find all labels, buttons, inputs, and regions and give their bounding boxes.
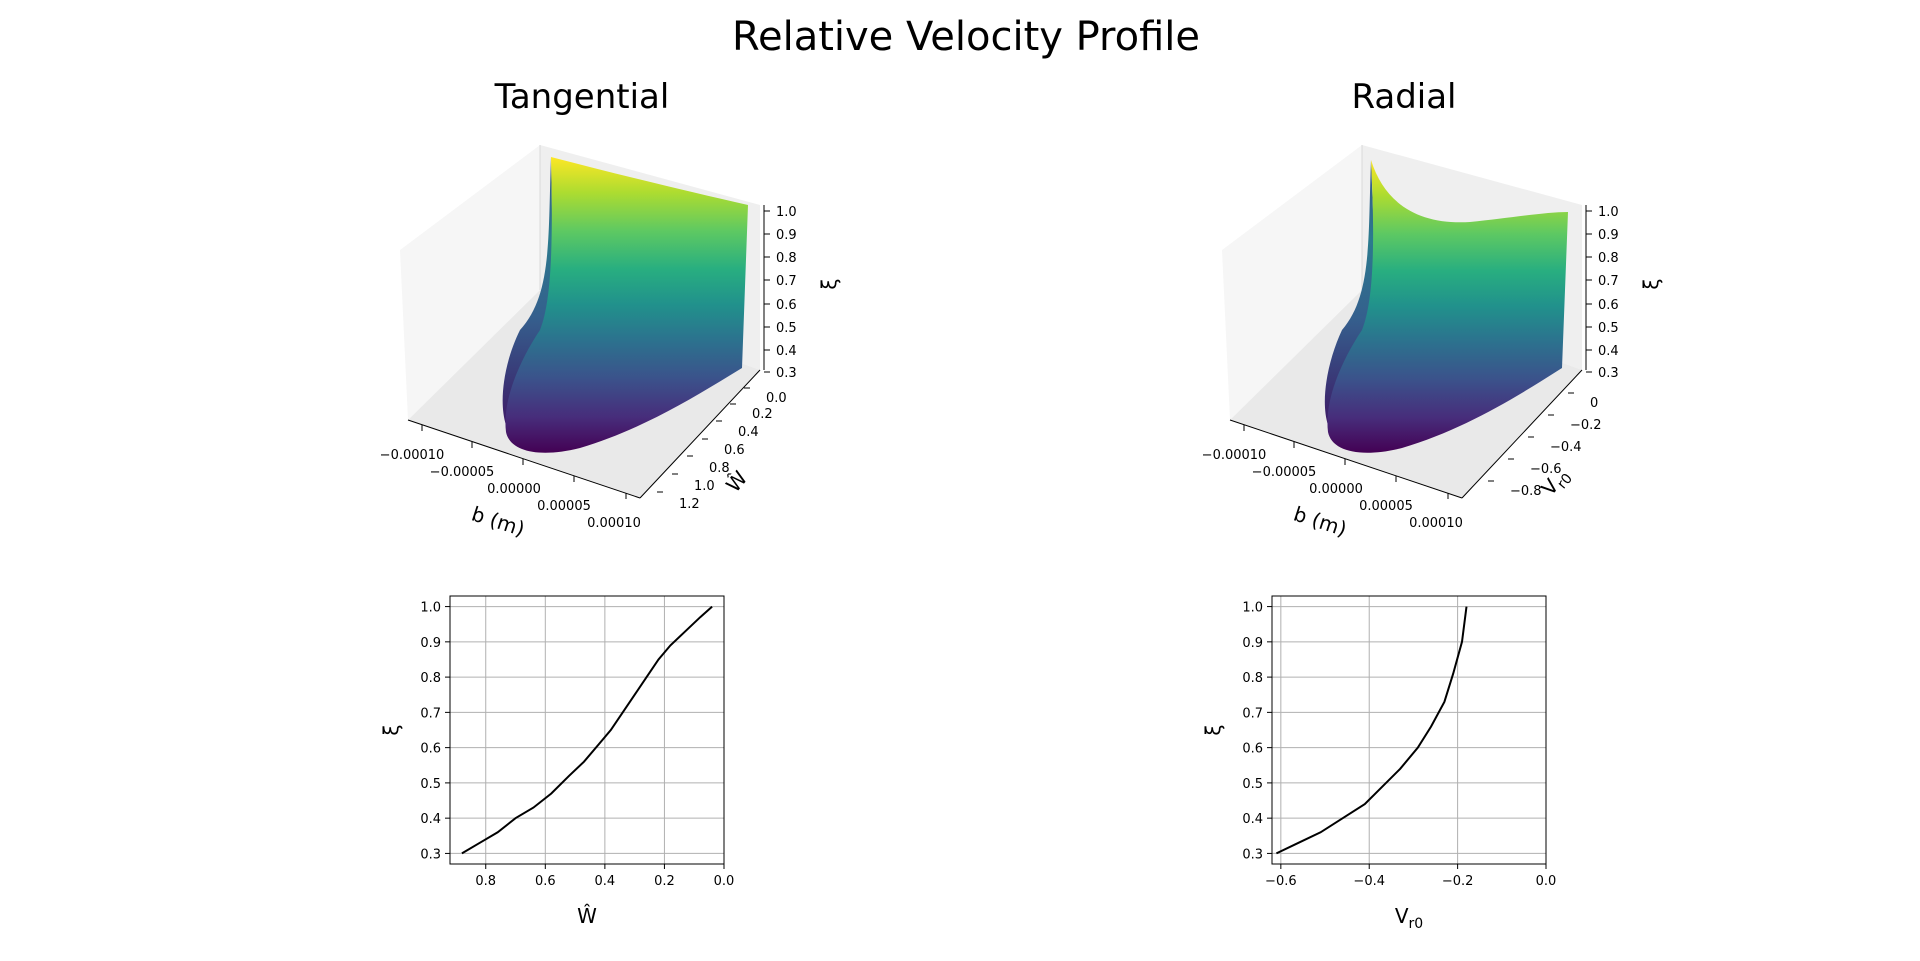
- y-tick-label: 0.6: [724, 443, 745, 458]
- y-ticks: 0.0 0.2 0.4 0.6 0.8 1.0 1.2: [657, 387, 787, 512]
- series-line: [461, 605, 713, 855]
- subscript: r0: [1409, 916, 1424, 932]
- left-pane: [1222, 145, 1362, 420]
- y-tick-label: 0.8: [1242, 671, 1263, 686]
- y-tick-label: 0.0: [766, 391, 787, 406]
- y-tick-label: 1.2: [679, 497, 700, 512]
- x-axis-line: [1229, 419, 1463, 499]
- z-tick-label: 0.8: [1598, 251, 1619, 266]
- y-tick-label: 0: [1590, 396, 1598, 411]
- x-tick-label: 0.2: [654, 874, 675, 889]
- y-tick-label: −0.4: [1550, 440, 1582, 455]
- tangential-title: Tangential: [494, 77, 670, 117]
- y-tick-label: −0.2: [1570, 418, 1602, 433]
- z-tick-label: 1.0: [1598, 205, 1619, 220]
- radial-3d-panel: Radial −0.00010 −0.00005 0.00000 0.00005…: [1202, 77, 1663, 541]
- surface-main-sheet: [1327, 160, 1568, 453]
- y-tick-label: 0.3: [420, 847, 441, 862]
- y-tick-label: −0.8: [1510, 484, 1542, 499]
- x-tick-label: −0.00010: [1202, 448, 1267, 463]
- z-ticks: 1.0 0.9 0.8 0.7 0.6 0.5 0.4 0.3: [764, 205, 797, 381]
- x-tick-label: −0.6: [1265, 874, 1297, 889]
- x-tick-label: 0.00005: [537, 499, 591, 514]
- y-ticks: 0 −0.2 −0.4 −0.6 −0.8: [1488, 392, 1602, 499]
- x-ticks: −0.00010 −0.00005 0.00000 0.00005 0.0001…: [380, 425, 641, 531]
- z-tick-label: 0.4: [1598, 344, 1619, 359]
- plot-frame: [449, 595, 725, 865]
- z-tick-label: 1.0: [776, 205, 797, 220]
- z-tick-label: 0.5: [1598, 321, 1619, 336]
- z-tick-label: 0.3: [776, 366, 797, 381]
- y-tick-label: 0.4: [738, 425, 759, 440]
- x-tick-label: 0.0: [714, 874, 735, 889]
- x-axis-label: Ŵ: [577, 904, 597, 928]
- tangential-line-panel: 0.8 0.6 0.4 0.2 0.0 0.3 0.4 0.5 0.6 0.7 0.8 0.9 1.0 ξ…: [379, 595, 735, 928]
- y-tick-label: 1.0: [1242, 601, 1263, 616]
- x-axis-label: Vr0: [1395, 904, 1423, 932]
- y-tick-label: 1.0: [694, 479, 715, 494]
- y-tick-label: 0.5: [420, 777, 441, 792]
- y-tick-label: 0.7: [420, 706, 441, 721]
- z-tick-label: 0.5: [776, 321, 797, 336]
- x-tick-label: −0.00005: [430, 465, 495, 480]
- x-tick-label: 0.8: [475, 874, 496, 889]
- plot-frame: [1271, 595, 1547, 865]
- y-axis-line: [1461, 369, 1583, 499]
- y-tick-label: 0.7: [1242, 706, 1263, 721]
- y-tick-label: 0.8: [420, 671, 441, 686]
- y-tick-label: 0.6: [420, 742, 441, 757]
- x-ticks: −0.00010 −0.00005 0.00000 0.00005 0.0001…: [1202, 425, 1463, 531]
- radial-title: Radial: [1351, 77, 1456, 117]
- x-tick-label: −0.2: [1442, 874, 1474, 889]
- y-tick-label: 0.5: [1242, 777, 1263, 792]
- y-axis-label: ξ: [1201, 724, 1225, 735]
- x-tick-label: 0.00005: [1359, 499, 1413, 514]
- z-tick-label: 0.6: [776, 298, 797, 313]
- x-axis-label: b (m): [1291, 502, 1350, 542]
- x-tick-label: −0.00005: [1252, 465, 1317, 480]
- x-axis-line: [407, 419, 641, 499]
- y-tick-label: 0.2: [752, 407, 773, 422]
- y-tick-label: 0.9: [1242, 636, 1263, 651]
- surface-main-sheet: [505, 157, 748, 453]
- x-tick-label: 0.00000: [487, 482, 541, 497]
- z-axis-label: ξ: [817, 278, 841, 289]
- tangential-3d-panel: Tangential −0.00010 −0.00005 0.00000 0.0…: [380, 77, 841, 541]
- x-tick-label: 0.00010: [1409, 516, 1463, 531]
- x-tick-label: 0.0: [1536, 874, 1557, 889]
- left-pane: [400, 145, 540, 420]
- y-tick-label: 0.9: [420, 636, 441, 651]
- z-axis-label: ξ: [1639, 278, 1663, 289]
- z-tick-label: 0.9: [776, 228, 797, 243]
- z-tick-label: 0.8: [776, 251, 797, 266]
- y-tick-label: 0.4: [1242, 812, 1263, 827]
- z-tick-label: 0.9: [1598, 228, 1619, 243]
- z-tick-label: 0.6: [1598, 298, 1619, 313]
- y-tick-label: 0.3: [1242, 847, 1263, 862]
- y-tick-label: 1.0: [420, 601, 441, 616]
- z-tick-label: 0.3: [1598, 366, 1619, 381]
- y-tick-label: 0.8: [709, 461, 730, 476]
- z-tick-label: 0.4: [776, 344, 797, 359]
- x-tick-label: 0.6: [535, 874, 556, 889]
- series-line: [1275, 606, 1468, 855]
- y-tick-label: 0.4: [420, 812, 441, 827]
- z-ticks: 1.0 0.9 0.8 0.7 0.6 0.5 0.4 0.3: [1586, 205, 1619, 381]
- radial-line-panel: −0.6 −0.4 −0.2 0.0 0.3 0.4 0.5 0.6 0.7 0.8 0.9 1.0 ξ…: [1201, 595, 1557, 932]
- x-tick-label: −0.00010: [380, 448, 445, 463]
- x-tick-label: 0.00010: [587, 516, 641, 531]
- figure-title: Relative Velocity Profile: [732, 14, 1200, 60]
- x-axis-label: b (m): [469, 502, 528, 542]
- z-tick-label: 0.7: [1598, 274, 1619, 289]
- x-tick-label: 0.4: [595, 874, 616, 889]
- y-axis-label: ξ: [379, 724, 403, 735]
- x-tick-label: 0.00000: [1309, 482, 1363, 497]
- y-tick-label: −0.6: [1530, 462, 1562, 477]
- y-tick-label: 0.6: [1242, 742, 1263, 757]
- y-axis-line: [639, 369, 761, 499]
- z-tick-label: 0.7: [776, 274, 797, 289]
- x-tick-label: −0.4: [1353, 874, 1385, 889]
